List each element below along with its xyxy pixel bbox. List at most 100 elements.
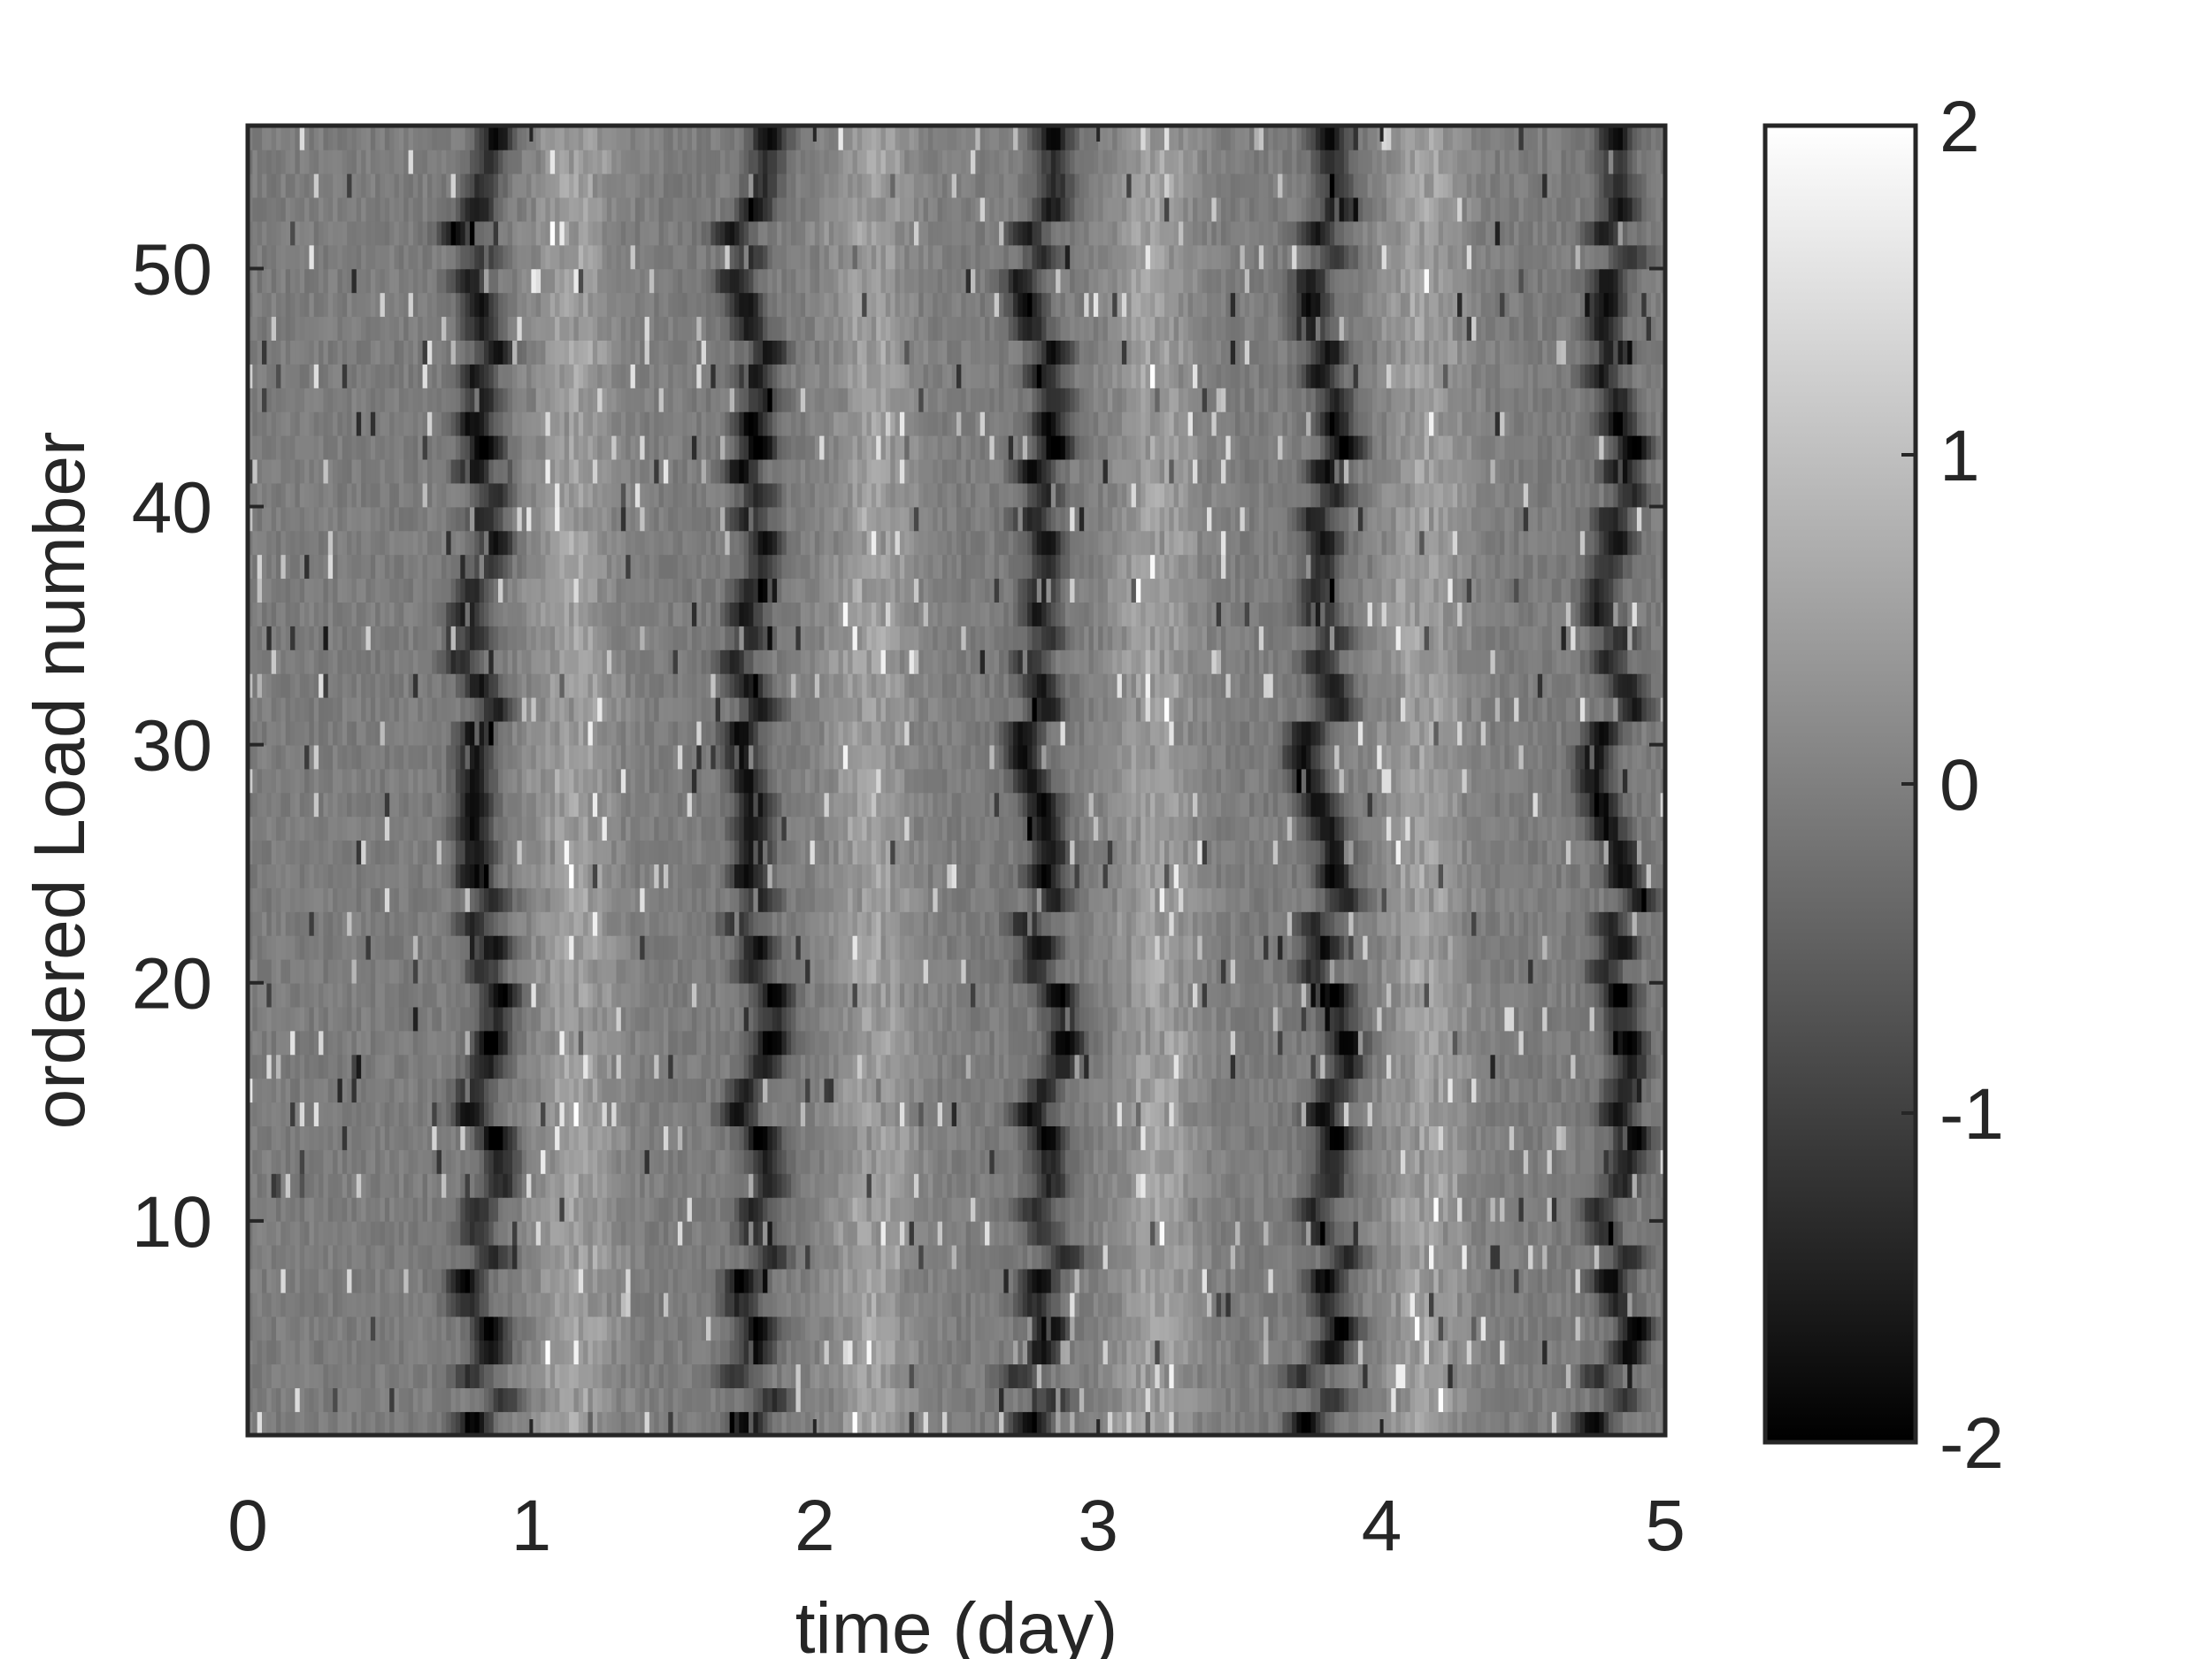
heatmap-cell (1135, 1316, 1142, 1341)
heatmap-cell (828, 1292, 834, 1317)
heatmap-cell (418, 1340, 424, 1365)
heatmap-cell (484, 1244, 490, 1270)
heatmap-cell (805, 1387, 811, 1412)
heatmap-cell (479, 1196, 485, 1222)
heatmap-cell (933, 1268, 939, 1294)
heatmap-cell (985, 1054, 991, 1079)
heatmap-cell (1292, 1173, 1298, 1198)
heatmap-cell (1003, 1078, 1010, 1103)
heatmap-cell (885, 1078, 892, 1103)
heatmap-cell (777, 1244, 783, 1270)
heatmap-cell (606, 1173, 612, 1198)
heatmap-cell (1093, 1411, 1099, 1435)
heatmap-cell (985, 1220, 991, 1246)
heatmap-cell (951, 1030, 957, 1056)
heatmap-cell (1107, 1363, 1114, 1388)
heatmap-cell (1060, 1292, 1066, 1317)
heatmap-cell (1050, 1030, 1056, 1056)
heatmap-cell (838, 1292, 844, 1317)
heatmap-cell (620, 1030, 626, 1056)
heatmap-cell (479, 1268, 485, 1294)
heatmap-cell (654, 1102, 660, 1126)
heatmap-cell (1249, 1149, 1256, 1174)
heatmap-cell (862, 1340, 868, 1365)
heatmap-cell (498, 1149, 504, 1174)
heatmap-cell (1589, 1268, 1595, 1294)
heatmap-cell (474, 1292, 480, 1317)
heatmap-cell (1216, 1387, 1222, 1412)
heatmap-cell (918, 1363, 925, 1388)
heatmap-cell (1292, 1054, 1298, 1079)
heatmap-cell (819, 1387, 826, 1412)
heatmap-cell (285, 1054, 291, 1079)
heatmap-cell (1542, 1173, 1548, 1198)
heatmap-cell (961, 1196, 967, 1222)
heatmap-cell (725, 1340, 731, 1365)
heatmap-cell (842, 1220, 849, 1246)
heatmap-cell (1457, 1220, 1463, 1246)
heatmap-cell (682, 1244, 688, 1270)
heatmap-cell (398, 1340, 405, 1365)
heatmap-cell (1636, 1173, 1643, 1198)
heatmap-cell (640, 1125, 646, 1150)
heatmap-cell (592, 1125, 598, 1150)
heatmap-cell (1386, 1102, 1393, 1126)
heatmap-cell (909, 1411, 915, 1435)
heatmap-cell (1018, 1244, 1024, 1270)
heatmap-cell (682, 1292, 688, 1317)
heatmap-cell (890, 1387, 896, 1412)
heatmap-cell (1018, 1387, 1024, 1412)
heatmap-cell (597, 1030, 603, 1056)
heatmap-cell (947, 1411, 953, 1435)
heatmap-cell (644, 1102, 650, 1126)
heatmap-cell (1650, 1173, 1657, 1198)
heatmap-cell (654, 1411, 660, 1435)
heatmap-cell (398, 1387, 405, 1412)
heatmap-cell (1320, 1220, 1326, 1246)
heatmap-cell (1348, 1054, 1355, 1079)
heatmap-cell (1490, 1125, 1496, 1150)
heatmap-cell (781, 1220, 787, 1246)
heatmap-cell (1164, 1411, 1171, 1435)
heatmap-cell (749, 1363, 755, 1388)
heatmap-cell (1032, 1054, 1038, 1079)
heatmap-cell (327, 1196, 334, 1222)
heatmap-cell (1126, 1316, 1133, 1341)
heatmap-cell (398, 1244, 405, 1270)
heatmap-cell (1145, 1030, 1151, 1056)
heatmap-cell (1008, 1173, 1014, 1198)
heatmap-cell (739, 1030, 745, 1056)
heatmap-cell (918, 1340, 925, 1365)
heatmap-cell (319, 1149, 325, 1174)
heatmap-cell (1036, 1030, 1042, 1056)
heatmap-cell (876, 1363, 882, 1388)
heatmap-cell (941, 1078, 949, 1103)
heatmap-cell (734, 1220, 741, 1246)
heatmap-cell (1641, 1102, 1647, 1126)
heatmap-cell (559, 1316, 565, 1341)
heatmap-cell (1183, 1196, 1189, 1222)
heatmap-cell (1155, 1268, 1161, 1294)
heatmap-cell (597, 1220, 603, 1246)
heatmap-cell (1221, 1173, 1227, 1198)
heatmap-cell (412, 1292, 419, 1317)
heatmap-cell (885, 1173, 892, 1198)
heatmap-cell (1187, 1102, 1194, 1126)
heatmap-cell (356, 1387, 362, 1412)
heatmap-cell (1523, 1220, 1529, 1246)
heatmap-cell (1013, 1244, 1019, 1270)
heatmap-cell (1088, 1149, 1094, 1174)
heatmap-cell (521, 1149, 527, 1174)
heatmap-cell (838, 1030, 844, 1056)
heatmap-cell (266, 1363, 273, 1388)
heatmap-cell (271, 1387, 277, 1412)
heatmap-cell (989, 1030, 995, 1056)
heatmap-cell (658, 1102, 664, 1126)
heatmap-cell (772, 1292, 778, 1317)
heatmap-cell (1301, 1363, 1307, 1388)
heatmap-cell (1074, 1078, 1080, 1103)
heatmap-cell (941, 1030, 949, 1056)
heatmap-cell (1141, 1316, 1147, 1341)
heatmap-cell (248, 1078, 254, 1103)
heatmap-cell (446, 1054, 452, 1079)
